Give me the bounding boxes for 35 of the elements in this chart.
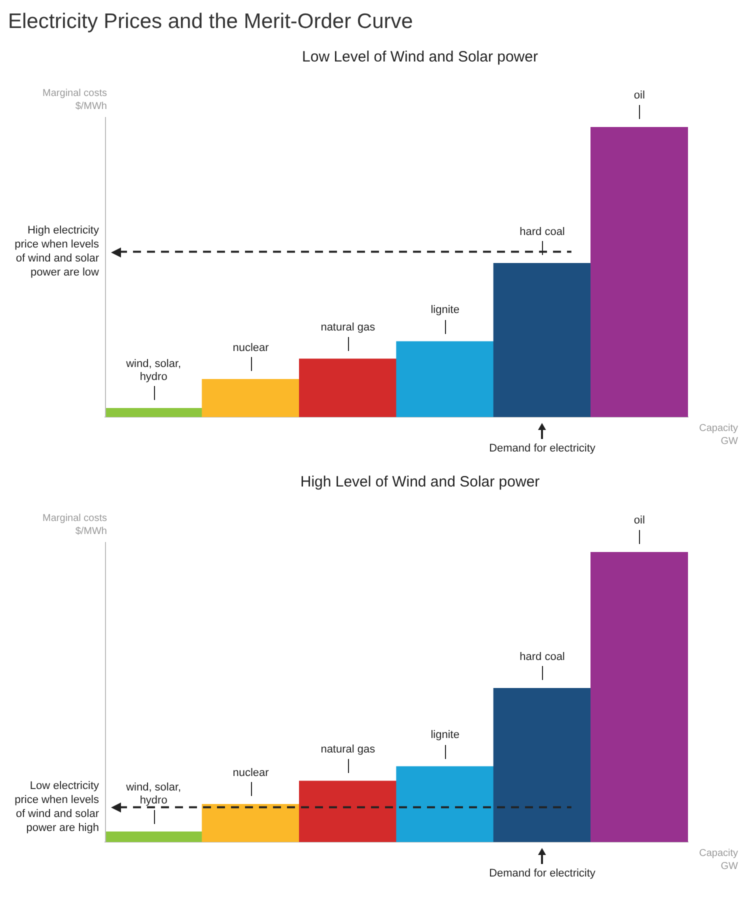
chart-subtitle: High Level of Wind and Solar power (300, 474, 540, 491)
x-tick-label: wind, solar, hydro (125, 358, 182, 383)
bar (299, 358, 397, 417)
x-tick-label: natural gas (320, 744, 376, 756)
ref-line-label: High electricity price when levels of wind and solar power are low (14, 224, 100, 279)
x-tick-label: hard coal (520, 226, 565, 238)
x-tick-label: hard coal (520, 650, 565, 663)
text: Demand for electricity (489, 868, 596, 880)
bar (396, 766, 494, 842)
bar (493, 262, 592, 417)
chart-subtitle: Low Level of Wind and Solar power (302, 48, 538, 66)
x-tick-label: oil (634, 514, 645, 527)
bar (590, 552, 688, 842)
bar (202, 378, 300, 417)
ref-line-label: Low electricity price when levels of wind and solar power are high (14, 780, 100, 834)
x-tick-label: nuclear (232, 766, 270, 779)
x-tick-label: wind, solar, hydro (125, 781, 182, 806)
bar (105, 408, 202, 417)
bar (202, 804, 300, 842)
x-tick-label: lignite (430, 304, 460, 316)
x-tick-label: nuclear (232, 342, 270, 354)
bar (396, 341, 494, 417)
y-axis-title: Marginal costs $/MWh (42, 512, 107, 537)
x-tick-label: lignite (430, 729, 460, 742)
bar (105, 832, 202, 842)
bar (493, 688, 592, 842)
bar (299, 780, 397, 842)
bar (590, 127, 688, 417)
y-axis-title: Marginal costs $/MWh (42, 88, 107, 112)
chart-title: Electricity Prices and the Merit-Order Curve (7, 9, 414, 35)
x-axis-title: Capacity GW (699, 422, 739, 447)
x-tick-label: oil (634, 90, 645, 102)
text: Demand for electricity (489, 442, 596, 455)
x-tick-label: natural gas (320, 322, 376, 334)
x-axis-title: Capacity GW (699, 848, 739, 872)
